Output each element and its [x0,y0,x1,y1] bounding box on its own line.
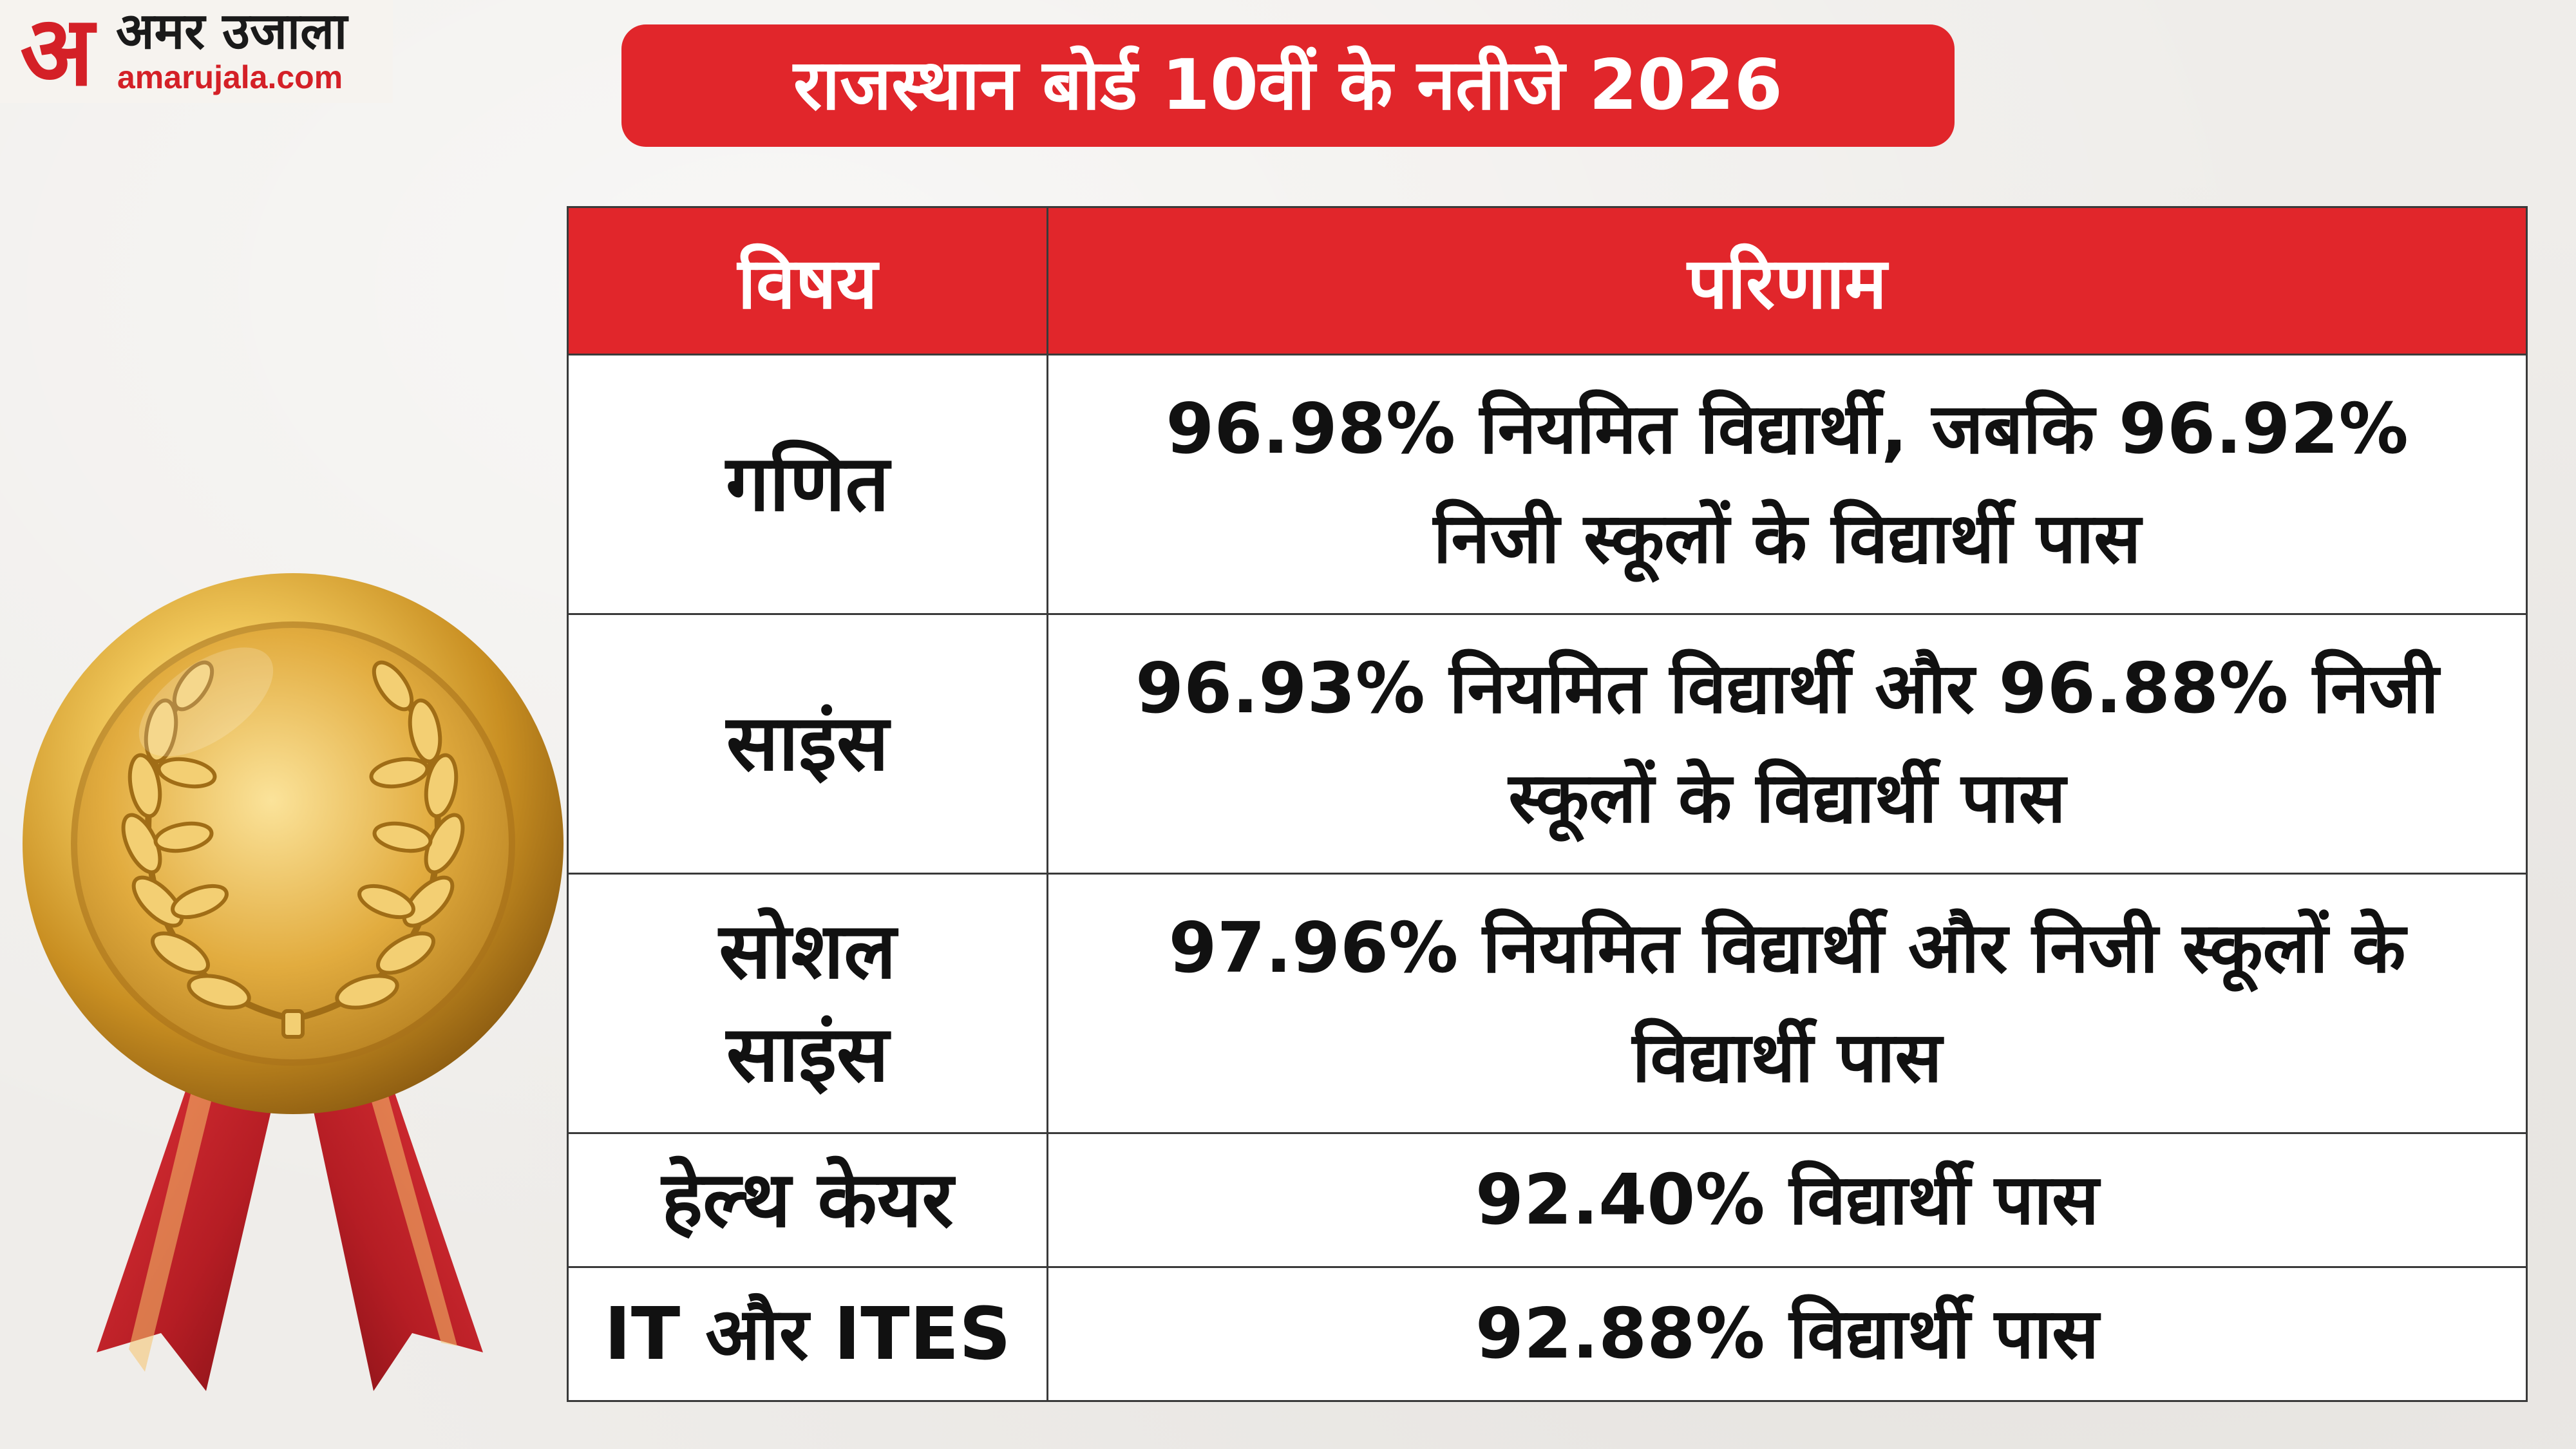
logo-name-hindi: अमर उजाला [116,3,348,61]
result-cell: 92.88% विद्यार्थी पास [1046,1266,2528,1402]
subject-cell: सोशल साइंस [567,873,1048,1134]
subject-it-ites: IT और ITES [604,1292,1011,1376]
subject-science: साइंस [726,699,889,788]
logo-url: amarujala.com [117,59,343,95]
result-social-science: 97.96% नियमित विद्यार्थी और निजी स्कूलों… [1168,908,2406,1098]
logo-mark: अ [20,0,94,108]
result-health-care: 92.40% विद्यार्थी पास [1475,1159,2099,1240]
subject-cell: साइंस [567,613,1048,875]
title-banner: राजस्थान बोर्ड 10वीं के नतीजे 2026 [621,24,1955,147]
header-result: परिणाम [1046,206,2528,355]
table-header-row: विषय परिणाम [567,206,2528,355]
result-cell: 92.40% विद्यार्थी पास [1046,1132,2528,1268]
result-science: 96.93% नियमित विद्यार्थी और 96.88% निजी … [1135,649,2439,838]
result-it-ites: 92.88% विद्यार्थी पास [1475,1293,2099,1374]
table-row: IT और ITES 92.88% विद्यार्थी पास [567,1266,2528,1402]
result-cell: 96.93% नियमित विद्यार्थी और 96.88% निजी … [1046,613,2528,875]
table-row: हेल्थ केयर 92.40% विद्यार्थी पास [567,1132,2528,1268]
table-row: साइंस 96.93% नियमित विद्यार्थी और 96.88%… [567,613,2528,875]
subject-maths: गणित [726,439,889,529]
subject-health-care: हेल्थ केयर [661,1155,954,1245]
subject-cell: हेल्थ केयर [567,1132,1048,1268]
gold-medal-icon [13,541,567,1430]
result-cell: 96.98% नियमित विद्यार्थी, जबकि 96.92% नि… [1046,354,2528,615]
subject-cell: गणित [567,354,1048,615]
result-maths: 96.98% नियमित विद्यार्थी, जबकि 96.92% नि… [1166,389,2409,579]
amar-ujala-logo[interactable]: अ अमर उजाला amarujala.com [0,0,393,103]
results-table: विषय परिणाम गणित 96.98% नियमित विद्यार्थ… [567,206,2528,1402]
page-title: राजस्थान बोर्ड 10वीं के नतीजे 2026 [793,45,1783,126]
table-row: गणित 96.98% नियमित विद्यार्थी, जबकि 96.9… [567,354,2528,615]
subject-social-science: सोशल साइंस [719,907,896,1099]
header-subject: विषय [567,206,1048,355]
subject-cell: IT और ITES [567,1266,1048,1402]
table-row: सोशल साइंस 97.96% नियमित विद्यार्थी और न… [567,873,2528,1134]
result-cell: 97.96% नियमित विद्यार्थी और निजी स्कूलों… [1046,873,2528,1134]
